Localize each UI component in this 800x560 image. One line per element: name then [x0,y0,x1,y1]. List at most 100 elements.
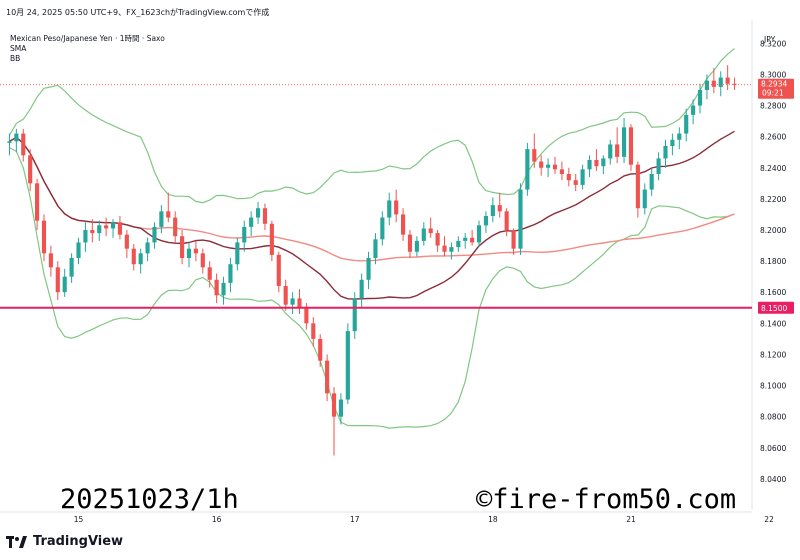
candle-body [546,164,551,168]
candle-body [110,222,116,229]
candle [76,237,81,265]
candle-body [345,331,350,400]
candle-body [262,208,268,224]
candle-body [428,228,433,234]
candle-body [41,220,47,254]
candle-body [48,253,53,268]
candle-body [131,248,136,265]
candle [242,220,247,252]
candle-body [732,83,737,85]
candle-body [166,211,171,218]
candle-body [649,174,654,190]
candle-body [373,239,378,258]
price-tick-label: 8.0400 [760,475,786,484]
candle [532,133,537,168]
candle [228,258,233,293]
candle-body [76,242,81,258]
price-tick-label: 8.1600 [760,288,786,297]
candle-body [283,286,288,305]
candle [476,220,482,248]
candle-body [304,307,309,324]
price-tick-label: 8.2400 [760,164,786,173]
candle [14,128,19,153]
candle [525,142,530,196]
time-tick-label: 21 [626,515,636,524]
candle-body [380,217,385,240]
candle [145,237,150,262]
candle [338,393,343,425]
candle-body [325,360,330,394]
candle-body [621,127,627,157]
candle-body [159,211,164,227]
candle-body [608,144,613,159]
price-tick-label: 8.3000 [760,70,786,79]
candle-body [62,276,67,293]
candle [269,220,274,262]
candle-body [90,230,95,234]
candle [449,242,454,260]
candle [587,155,592,178]
time-tick-label: 17 [350,515,360,524]
candle-body [594,160,599,167]
candle-body [297,298,302,308]
candle [186,242,192,268]
candle-body [104,225,109,229]
currency-label: JPY [763,35,776,44]
candle-body [725,77,730,84]
candle [677,127,682,150]
candle-body [228,264,233,283]
legend-indicator-sma[interactable]: SMA [10,44,27,53]
candle-body [311,323,316,339]
candle [207,261,212,288]
candle [697,83,703,114]
candle [684,108,689,142]
candle-body [7,141,12,143]
time-tick-label: 16 [212,515,222,524]
candle [41,214,47,262]
price-tick-label: 8.1200 [760,350,786,359]
candle-body [642,189,647,209]
candle [594,149,599,171]
candle [249,211,254,237]
candle-body [14,133,19,142]
candle [580,164,585,190]
legend-indicator-bb[interactable]: BB [10,54,21,63]
time-tick-label: 22 [764,515,774,524]
candle-body [684,114,689,134]
candle [635,161,640,218]
candle-body [221,282,226,296]
candle [456,236,461,252]
legend-symbol[interactable]: Mexican Peso/Japanese Yen · 1時間 · Saxo [10,34,165,43]
candle [559,161,564,181]
candle [311,317,316,347]
price-tick-label: 8.1800 [760,257,786,266]
candle [221,276,226,305]
candle-body [677,133,682,140]
watermark-date: 20251023/1h [60,484,239,515]
tradingview-logo[interactable]: TradingView [6,534,123,549]
candle [628,124,634,171]
candle [235,237,240,271]
bb-lower-line [9,147,735,429]
candle [428,217,433,238]
candle-body [587,160,592,170]
candle-body [511,230,516,249]
price-tick-label: 8.2200 [760,195,786,204]
candle [262,203,268,230]
candle [511,228,516,255]
candle-body [145,242,150,254]
candle [490,197,495,223]
candle [407,230,413,258]
candle [621,118,627,164]
candle-body [670,139,675,146]
price-tick-label: 8.1400 [760,319,786,328]
bollinger-bands [8,47,735,429]
candle [656,152,661,181]
candle [539,155,544,176]
candle [414,236,419,257]
candle [97,220,102,241]
price-lines [0,84,752,309]
candle [601,155,606,174]
candle-body [711,80,716,87]
